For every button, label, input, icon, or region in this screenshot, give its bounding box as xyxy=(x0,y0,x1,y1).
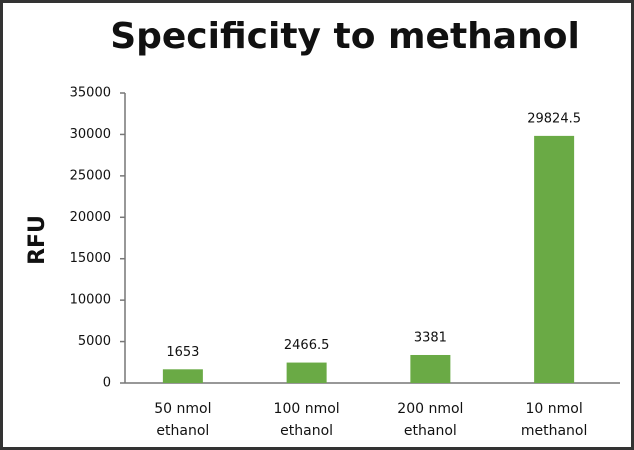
bar xyxy=(162,369,203,383)
x-tick-label: 200 nmol ethanol xyxy=(397,401,463,439)
value-label: 2466.5 xyxy=(284,338,330,353)
y-tick-label: 0 xyxy=(103,376,111,391)
bar xyxy=(534,135,575,383)
x-tick-label: 50 nmol ethanol xyxy=(154,401,211,439)
y-axis-label: RFU xyxy=(25,215,50,265)
value-label: 1653 xyxy=(166,345,199,360)
y-tick-label: 10000 xyxy=(70,293,111,308)
value-label: 29824.5 xyxy=(527,111,581,126)
chart-title: Specificity to methanol xyxy=(110,16,580,57)
y-tick-label: 15000 xyxy=(70,251,111,266)
bar xyxy=(410,354,451,383)
y-tick-label: 35000 xyxy=(70,86,111,101)
bar xyxy=(286,362,327,383)
y-tick-label: 25000 xyxy=(70,168,111,183)
value-label: 3381 xyxy=(414,330,447,345)
y-tick-label: 20000 xyxy=(70,210,111,225)
x-tick-label: 100 nmol ethanol xyxy=(274,401,340,439)
y-tick-label: 5000 xyxy=(78,334,111,349)
y-tick-label: 30000 xyxy=(70,127,111,142)
x-tick-label: 10 nmol methanol xyxy=(521,401,588,439)
